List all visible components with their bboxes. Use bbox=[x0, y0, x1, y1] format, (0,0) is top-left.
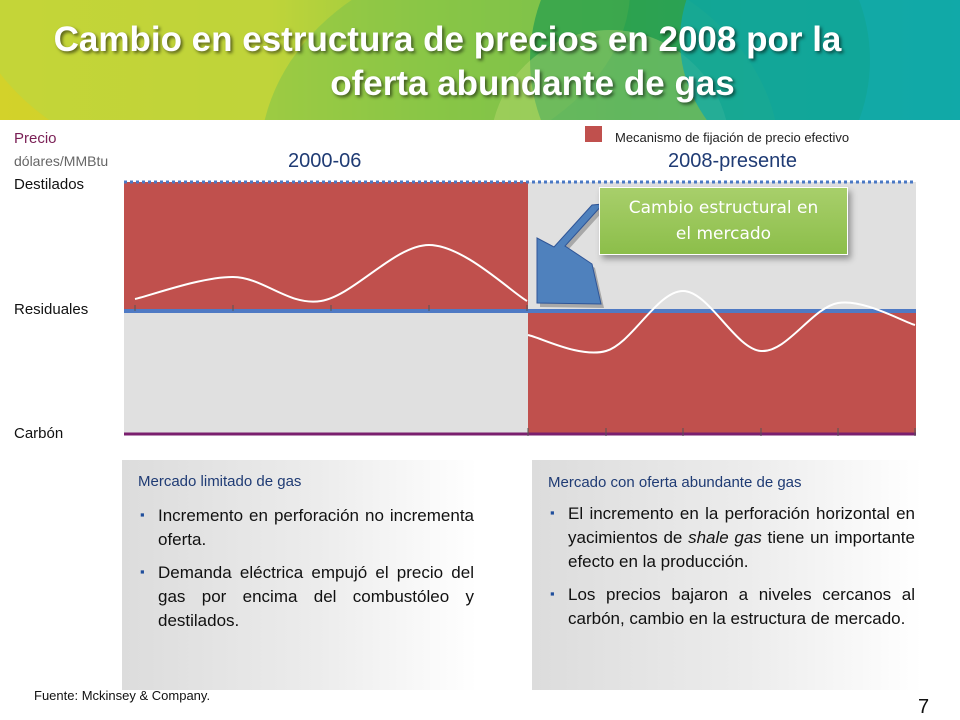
right-panel-title: Mercado con oferta abundante de gas bbox=[548, 474, 802, 491]
legend-swatch bbox=[585, 126, 602, 142]
header-banner: Cambio en estructura de precios en 2008 … bbox=[0, 0, 960, 120]
axis-unit: dólares/MMBtu bbox=[14, 153, 109, 169]
period-label-2008-presente: 2008-presente bbox=[668, 150, 797, 172]
level-label-residuales: Residuales bbox=[14, 301, 89, 318]
period-label-2000-06: 2000-06 bbox=[288, 150, 362, 172]
right-panel-bullets: ▪ El incremento en la perforación horizon… bbox=[548, 502, 915, 640]
title-line-2: oferta abundante de gas bbox=[330, 64, 735, 103]
callout-line-1: Cambio estructural en bbox=[628, 198, 819, 218]
list-item: ▪ Los precios bajaron a niveles cercanos … bbox=[548, 583, 915, 631]
axis-title: Precio bbox=[14, 130, 57, 147]
bullet-square-icon: ▪ bbox=[550, 586, 555, 601]
bullet-square-icon: ▪ bbox=[550, 505, 555, 520]
list-item: ▪ Demanda eléctrica empujó el precio del … bbox=[138, 561, 474, 633]
banner-background bbox=[0, 0, 960, 120]
effective-band-period2 bbox=[528, 312, 916, 434]
left-panel-title: Mercado limitado de gas bbox=[138, 473, 302, 490]
inactive-band-period1-bottom bbox=[124, 312, 528, 434]
list-item: ▪ Incremento en perforación no incrementa… bbox=[138, 504, 474, 552]
level-label-destilados: Destilados bbox=[14, 176, 85, 193]
page-number: 7 bbox=[918, 696, 930, 718]
structural-change-callout: Cambio estructural en el mercado bbox=[599, 187, 848, 255]
bullet-square-icon: ▪ bbox=[140, 507, 145, 522]
price-curve-period1 bbox=[134, 243, 528, 303]
page-title: Cambio en estructura de precios en 2008 … bbox=[0, 18, 960, 106]
effective-band-period1 bbox=[124, 182, 528, 312]
level-label-carbon: Carbón bbox=[14, 425, 64, 442]
callout-line-2: el mercado bbox=[675, 224, 772, 244]
title-line-1: Cambio en estructura de precios en 2008 … bbox=[53, 20, 842, 59]
right-info-panel: Mercado con oferta abundante de gas ▪ El … bbox=[532, 460, 922, 690]
structural-change-arrow bbox=[536, 203, 606, 308]
left-info-panel: Mercado limitado de gas ▪ Incremento en p… bbox=[122, 460, 477, 690]
source-note: Fuente: Mckinsey & Company. bbox=[34, 688, 211, 703]
legend-label: Mecanismo de fijación de precio efectivo bbox=[615, 130, 850, 145]
bullet-square-icon: ▪ bbox=[140, 564, 145, 579]
price-curve-period2 bbox=[527, 289, 916, 354]
list-item: ▪ El incremento en la perforación horizon… bbox=[548, 502, 915, 574]
left-panel-bullets: ▪ Incremento en perforación no incrementa… bbox=[138, 504, 474, 642]
axis-ticks bbox=[134, 305, 916, 436]
